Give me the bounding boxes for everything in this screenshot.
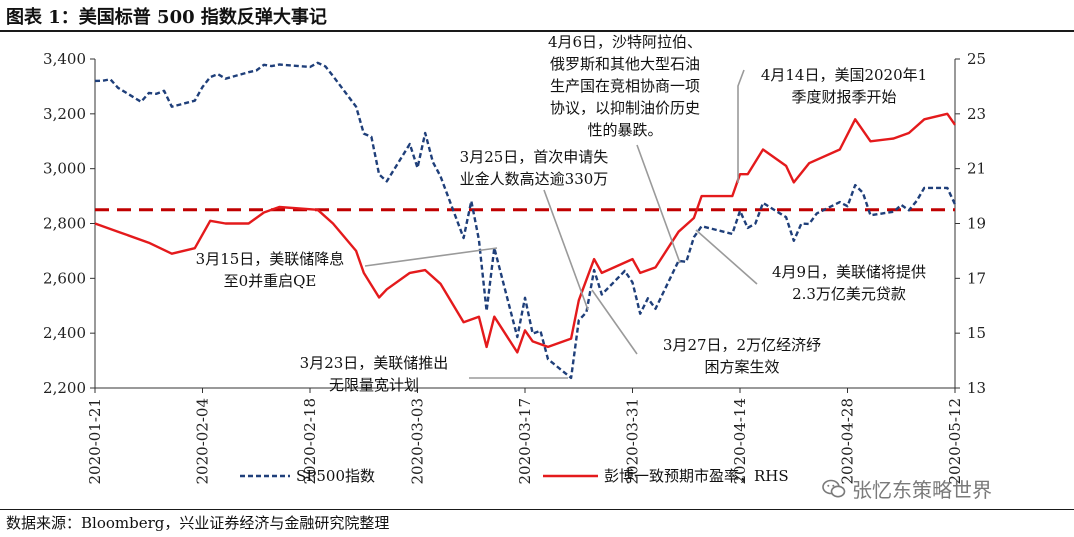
y-right-tick-label: 21	[967, 160, 986, 178]
x-tick-label: 2020-04-14	[731, 398, 749, 484]
x-tick-label: 2020-03-03	[409, 398, 427, 484]
annotation-line: 俄罗斯和其他大型石油	[550, 55, 700, 73]
annotation-line: 4月6日，沙特阿拉伯、	[548, 33, 702, 51]
annotation-line: 协议，以抑制油价历史	[550, 99, 700, 117]
x-tick-label: 2020-02-04	[194, 398, 212, 484]
x-tick-label: 2020-02-18	[301, 398, 319, 484]
chart-axes: 2,200 2,400 2,600 2,800 3,000 3,200 3,400 13 15 1…	[43, 50, 986, 484]
annotation-line: 至0并重启QE	[224, 272, 317, 290]
y-left-tick-label: 3,200	[43, 105, 86, 123]
y-right-tick-label: 15	[967, 324, 986, 342]
watermark-text: 张忆东策略世界	[852, 478, 992, 502]
annotation-leader-line	[636, 144, 681, 264]
annotation-text: 4月14日，美国2020年1 季度财报季开始	[761, 66, 927, 106]
watermark: 张忆东策略世界	[822, 474, 992, 503]
y-left-tick-label: 3,000	[43, 160, 86, 178]
series-line-pe	[94, 112, 956, 354]
y-left-tick-label: 2,200	[43, 379, 86, 397]
annotation-leader-line	[591, 289, 638, 355]
x-tick-label: 2020-05-12	[946, 398, 964, 484]
x-tick-label: 2020-01-21	[86, 398, 104, 484]
annotation-text: 3月27日，2万亿经济纾困方案生效	[663, 336, 821, 376]
annotation-text: 3月25日，首次申请失业金人数高达逾330万	[460, 148, 609, 188]
title-divider	[0, 30, 1074, 32]
x-tick-label: 2020-04-28	[839, 398, 857, 484]
y-left-tick-label: 2,800	[43, 215, 86, 233]
legend: SP500指数 彭博一致预期市盈率，RHS	[240, 467, 789, 485]
annotation-line: 4月14日，美国2020年1	[761, 66, 927, 84]
y-right-tick-label: 25	[967, 50, 986, 68]
y-left-tick-label: 2,600	[43, 269, 86, 287]
annotation-line: 3月23日，美联储推出	[300, 354, 449, 372]
y-right-tick-label: 17	[967, 269, 986, 287]
annotation-line: 4月9日，美联储将提供	[772, 263, 926, 281]
annotation-line: 性的暴跌。	[587, 121, 662, 139]
x-tick-label: 2020-03-17	[516, 398, 534, 484]
y-right-tick-label: 19	[967, 215, 986, 233]
annotation-line: 困方案生效	[704, 358, 779, 376]
annotation-leader-line	[695, 229, 758, 285]
annotation-line: 季度财报季开始	[791, 88, 896, 106]
series-line-sp500	[94, 61, 957, 380]
annotation-line: 3月25日，首次申请失	[460, 148, 609, 166]
annotation-leader-line	[364, 247, 498, 267]
x-tick-label: 2020-03-31	[624, 398, 642, 484]
source-divider	[0, 509, 1074, 510]
annotation-text: 4月9日，美联储将提供 2.3万亿美元贷款	[772, 263, 926, 303]
annotation-line: 无限量宽计划	[329, 376, 419, 394]
annotation-line: 3月27日，2万亿经济纾	[663, 336, 821, 354]
wechat-icon	[822, 479, 846, 497]
legend-label-pe: 彭博一致预期市盈率，RHS	[604, 467, 789, 485]
y-left-tick-label: 3,400	[43, 50, 86, 68]
figure-title: 图表 1：美国标普 500 指数反弹大事记	[6, 7, 327, 28]
annotation-line: 3月15日，美联储降息	[196, 250, 345, 268]
annotation-group: 4月6日，沙特阿拉伯、俄罗斯和其他大型石油生产国在竞相协商一项协议，以抑制油价历…	[196, 33, 928, 394]
annotation-text: 3月15日，美联储降息至0并重启QE	[196, 250, 345, 290]
annotation-line: 生产国在竞相协商一项	[550, 77, 700, 95]
y-left-tick-label: 2,400	[43, 324, 86, 342]
legend-label-sp500: SP500指数	[296, 467, 375, 485]
series-group	[94, 61, 957, 380]
annotation-leader-line	[737, 69, 745, 183]
annotation-text: 4月6日，沙特阿拉伯、俄罗斯和其他大型石油生产国在竞相协商一项协议，以抑制油价历…	[548, 33, 702, 139]
annotation-text: 3月23日，美联储推出无限量宽计划	[300, 354, 449, 394]
annotation-line: 业金人数高达逾330万	[460, 170, 609, 188]
y-right-tick-label: 23	[967, 105, 986, 123]
y-right-tick-label: 13	[967, 379, 986, 397]
annotation-line: 2.3万亿美元贷款	[792, 285, 906, 303]
source-note: 数据来源：Bloomberg，兴业证券经济与金融研究院整理	[6, 514, 390, 532]
annotation-leader-line	[543, 189, 589, 311]
